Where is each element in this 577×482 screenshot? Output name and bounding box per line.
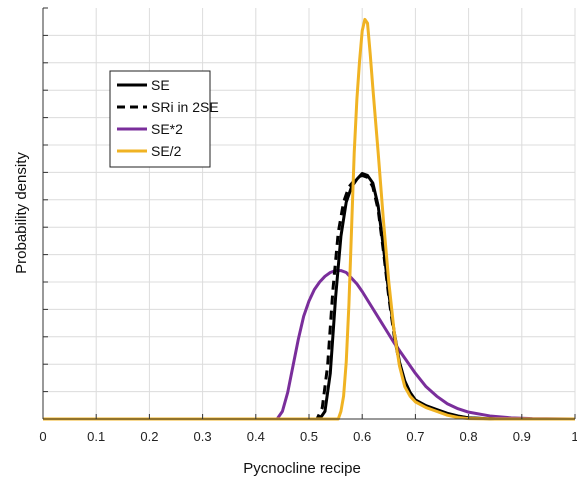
x-tick-label: 0.5	[300, 429, 318, 444]
x-tick-label: 0.6	[353, 429, 371, 444]
series-lines	[43, 17, 576, 421]
x-tick-label: 0.1	[87, 429, 105, 444]
series-line-sri-in-2se	[43, 173, 575, 421]
legend-label: SE/2	[151, 143, 182, 159]
x-tick-label: 0.4	[247, 429, 265, 444]
legend-label: SRi in 2SE	[151, 99, 219, 115]
x-tick-label: 0.2	[140, 429, 158, 444]
series-line-se-2	[43, 269, 576, 421]
x-tick-label: 0.7	[406, 429, 424, 444]
x-axis-label: Pycnocline recipe	[243, 460, 361, 477]
x-tick-label: 0.9	[513, 429, 531, 444]
x-tick-label: 1	[571, 429, 577, 444]
x-tick-label: 0.3	[194, 429, 212, 444]
y-axis-label: Probability density	[13, 152, 30, 274]
axes	[42, 7, 576, 420]
x-tick-label: 0.8	[460, 429, 478, 444]
grid-lines	[42, 8, 576, 419]
x-tick-label: 0	[39, 429, 46, 444]
legend: SE SRi in 2SE SE*2 SE/2	[109, 70, 219, 168]
legend-label: SE*2	[151, 121, 183, 137]
legend-label: SE	[151, 77, 170, 93]
tick-labels: 0 0.1 0.2 0.3 0.4 0.5 0.6 0.7 0.8 0.9 1	[39, 429, 577, 444]
series-line-se-2	[43, 17, 575, 421]
